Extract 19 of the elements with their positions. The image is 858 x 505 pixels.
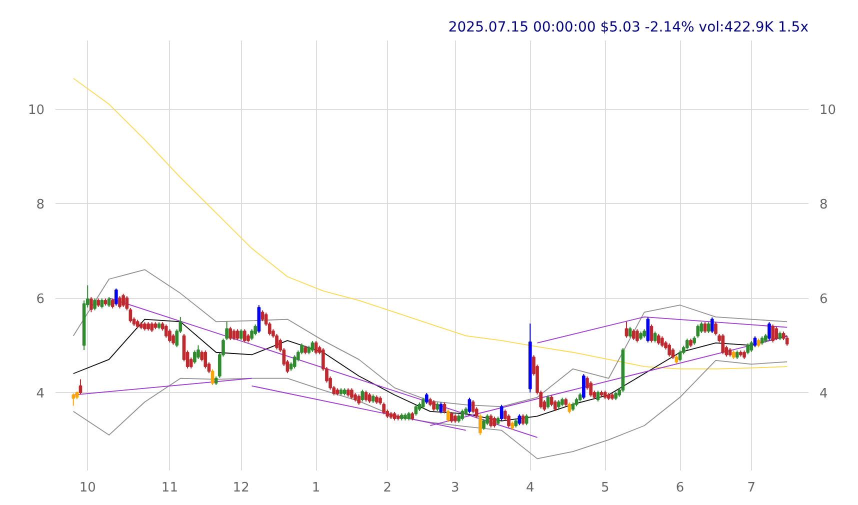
y2-tick-label: 4	[820, 386, 828, 402]
x-tick-label: 1	[312, 480, 320, 496]
x-tick-label: 10	[79, 480, 96, 496]
y2-tick-label: 8	[820, 198, 828, 213]
x-tick-label: 6	[676, 480, 684, 496]
x-tick-label: 4	[526, 480, 534, 496]
y2-tick-label: 10	[820, 103, 836, 118]
x-tick-label: 7	[747, 480, 756, 496]
x-tick-label: 2	[383, 480, 392, 496]
chart-title: 2025.07.15 00:00:00 $5.03 -2.14% vol:422.9K 1.5x	[448, 20, 809, 36]
y-tick-label: 6	[36, 292, 45, 308]
y-tick-label: 10	[28, 103, 45, 118]
x-tick-label: 5	[600, 480, 610, 496]
x-tick-label: 12	[232, 480, 250, 496]
x-tick-label: 3	[451, 480, 460, 496]
y2-tick-label: 6	[820, 292, 828, 308]
x-tick-label: 11	[161, 480, 178, 496]
y-tick-label: 8	[36, 198, 45, 213]
y-tick-label: 4	[36, 386, 45, 402]
